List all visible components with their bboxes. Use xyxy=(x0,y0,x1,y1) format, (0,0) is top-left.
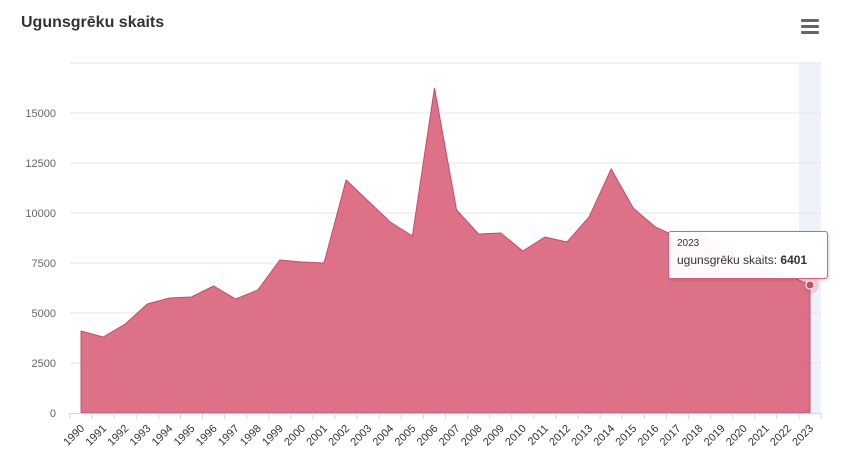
y-tick-label: 15000 xyxy=(25,108,56,120)
x-tick-label: 2013 xyxy=(569,423,595,449)
x-tick-label: 1991 xyxy=(83,423,109,449)
x-tick-label: 2017 xyxy=(658,423,684,449)
y-tick-label: 10000 xyxy=(25,208,56,220)
y-tick-label: 12500 xyxy=(25,158,56,170)
x-tick-label: 1995 xyxy=(172,423,198,449)
x-tick-label: 2012 xyxy=(547,423,573,449)
x-tick-label: 2000 xyxy=(282,423,308,449)
data-point-marker xyxy=(805,280,815,290)
x-tick-label: 2008 xyxy=(459,423,485,449)
x-tick-label: 1996 xyxy=(194,423,220,449)
menu-bar xyxy=(801,19,819,22)
x-tick-label: 2010 xyxy=(503,423,529,449)
x-tick-label: 2019 xyxy=(702,423,728,449)
y-tick-label: 0 xyxy=(50,408,56,420)
x-tick-label: 2022 xyxy=(768,423,794,449)
x-tick-label: 2015 xyxy=(614,423,640,449)
x-tick-label: 2004 xyxy=(371,423,397,449)
x-tick-label: 2007 xyxy=(437,423,463,449)
tooltip: 2023 ugunsgrēku skaits: 6401 xyxy=(668,231,828,279)
menu-bar xyxy=(801,25,819,28)
y-tick-label: 5000 xyxy=(32,308,56,320)
hamburger-menu-icon[interactable] xyxy=(799,18,821,36)
x-tick-label: 1997 xyxy=(216,423,242,449)
x-tick-label: 2014 xyxy=(591,423,617,449)
tooltip-year: 2023 xyxy=(677,238,700,249)
menu-bar xyxy=(801,31,819,34)
x-tick-label: 2023 xyxy=(790,423,816,449)
x-tick-label: 2021 xyxy=(746,423,772,449)
x-tick-label: 1994 xyxy=(150,423,176,449)
tooltip-series-label: ugunsgrēku skaits: xyxy=(677,253,778,267)
x-tick-label: 2018 xyxy=(680,423,706,449)
x-tick-label: 1993 xyxy=(128,423,154,449)
x-tick-label: 2009 xyxy=(481,423,507,449)
tooltip-value: 6401 xyxy=(780,253,808,267)
x-tick-label: 2002 xyxy=(326,423,352,449)
x-tick-label: 1999 xyxy=(260,423,286,449)
x-tick-label: 2016 xyxy=(636,423,662,449)
y-tick-label: 2500 xyxy=(32,358,56,370)
y-tick-label: 7500 xyxy=(32,258,56,270)
x-tick-label: 1992 xyxy=(106,423,132,449)
chart-title: Ugunsgrēku skaits xyxy=(21,14,165,31)
x-tick-label: 2020 xyxy=(724,423,750,449)
x-tick-label: 2001 xyxy=(304,423,330,449)
x-tick-label: 1990 xyxy=(61,423,87,449)
x-tick-label: 2005 xyxy=(393,423,419,449)
x-tick-label: 2006 xyxy=(415,423,441,449)
x-tick-label: 2003 xyxy=(349,423,375,449)
x-tick-label: 2011 xyxy=(526,423,551,448)
x-tick-label: 1998 xyxy=(238,423,264,449)
